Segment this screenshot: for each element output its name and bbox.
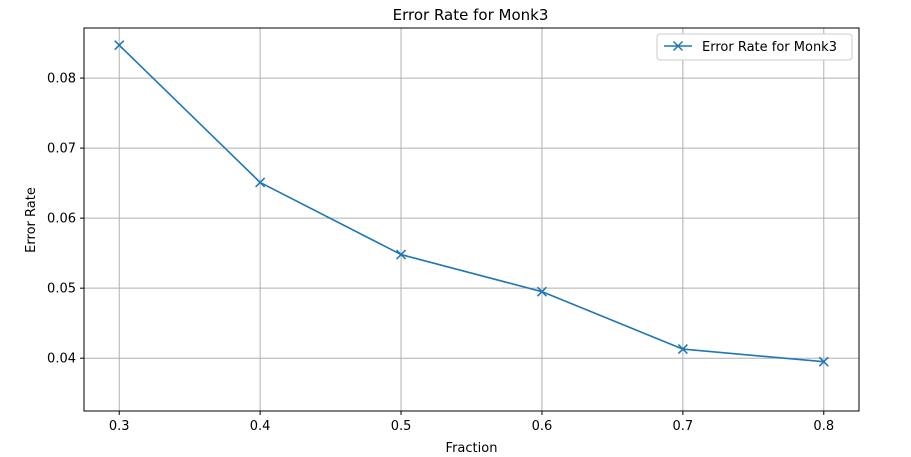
chart-title: Error Rate for Monk3: [393, 6, 549, 24]
x-tick-label: 0.8: [813, 419, 834, 434]
y-tick-label: 0.04: [47, 352, 76, 367]
data-point-marker-stroke-b: [114, 40, 125, 51]
legend-x-marker: [672, 40, 684, 52]
y-tick-label: 0.05: [47, 282, 76, 297]
y-axis-label: Error Rate: [24, 187, 39, 253]
data-point-marker-stroke-b: [536, 286, 547, 297]
data-point-marker: [255, 177, 266, 188]
legend-label: Error Rate for Monk3: [702, 40, 837, 55]
data-point-marker: [818, 356, 829, 367]
y-tick-label: 0.06: [47, 212, 76, 227]
data-point-marker-stroke-b: [677, 344, 688, 355]
x-tick-label: 0.7: [673, 419, 694, 434]
data-point-marker: [677, 344, 688, 355]
x-tick-label: 0.4: [250, 419, 271, 434]
series-line: [118, 44, 824, 363]
x-tick-label: 0.5: [391, 419, 412, 434]
legend-marker: [672, 40, 684, 52]
series-layer: [114, 40, 829, 367]
plot-frame: [83, 27, 860, 412]
data-point-marker-stroke-b: [396, 249, 407, 260]
legend-box: [656, 33, 853, 61]
y-tick-label: 0.08: [47, 72, 76, 87]
legend-x-marker-stroke-b: [672, 40, 684, 52]
data-point-marker-stroke-b: [818, 356, 829, 367]
data-point-marker-stroke-b: [255, 177, 266, 188]
y-tick-label: 0.07: [47, 142, 76, 157]
grid: [84, 28, 859, 411]
x-tick-label: 0.3: [109, 419, 130, 434]
data-point-marker: [396, 249, 407, 260]
x-ticks: 0.3 0.4 0.5 0.6 0.7 0.8: [109, 411, 834, 434]
x-tick-label: 0.6: [532, 419, 553, 434]
y-ticks: 0.04 0.05 0.06 0.07 0.08: [47, 72, 84, 367]
legend: Error Rate for Monk3: [656, 33, 853, 61]
x-axis-label: Fraction: [446, 441, 498, 456]
data-point-marker: [536, 286, 547, 297]
data-point-marker: [114, 40, 125, 51]
